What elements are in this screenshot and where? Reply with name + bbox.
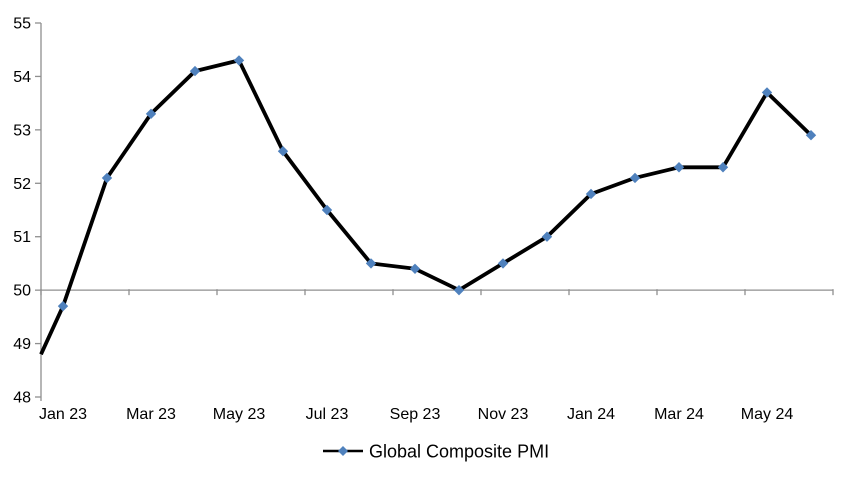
- data-point-marker: [673, 162, 685, 173]
- legend-diamond-marker-icon: [338, 446, 348, 456]
- x-axis-tick-label: Nov 23: [478, 406, 529, 423]
- x-axis-tick-label: Jan 24: [567, 406, 615, 423]
- x-axis-tick-label: May 23: [213, 406, 266, 423]
- data-point-marker: [57, 300, 69, 312]
- data-point-marker: [189, 65, 201, 77]
- y-axis-tick-label: 50: [13, 283, 31, 300]
- data-point-marker: [409, 263, 421, 274]
- x-axis-tick-label: Jan 23: [39, 406, 87, 423]
- data-point-marker: [585, 188, 597, 200]
- data-point-marker: [145, 108, 157, 120]
- data-point-marker: [805, 130, 817, 141]
- data-point-marker: [233, 55, 245, 66]
- y-axis-tick-label: 48: [13, 390, 31, 407]
- data-point-marker: [321, 204, 333, 216]
- data-point-marker: [101, 172, 113, 184]
- y-axis-tick-label: 55: [13, 16, 31, 33]
- series-layer: [39, 55, 817, 356]
- data-point-marker: [365, 258, 377, 269]
- data-point-marker: [497, 258, 509, 269]
- legend-label: Global Composite PMI: [369, 442, 549, 462]
- x-axis-tick-label: May 24: [741, 406, 794, 423]
- x-axis-tick-label: Mar 24: [654, 406, 704, 423]
- labels-layer: 48 49 50 51 52 53 54 55 Jan 23 Mar 23 May 23 Jul 23…: [13, 16, 793, 424]
- x-axis-tick-label: Mar 23: [126, 406, 176, 423]
- data-point-marker: [717, 162, 729, 173]
- y-axis-tick-label: 53: [13, 122, 31, 139]
- x-axis-tick-label: Jul 23: [306, 406, 349, 423]
- y-axis-tick-label: 54: [13, 69, 31, 86]
- pmi-series-line: [39, 58, 813, 356]
- data-point-marker: [453, 284, 465, 296]
- y-axis-tick-label: 51: [13, 229, 31, 246]
- y-axis-tick-label: 49: [13, 336, 31, 353]
- legend: Global Composite PMI: [323, 442, 549, 462]
- data-point-marker: [761, 87, 773, 98]
- axes-layer: [35, 22, 834, 401]
- data-point-marker: [541, 231, 553, 242]
- x-axis-tick-label: Sep 23: [390, 406, 441, 423]
- y-axis-tick-label: 52: [13, 176, 31, 193]
- data-point-marker: [277, 146, 289, 157]
- data-point-marker: [629, 172, 641, 184]
